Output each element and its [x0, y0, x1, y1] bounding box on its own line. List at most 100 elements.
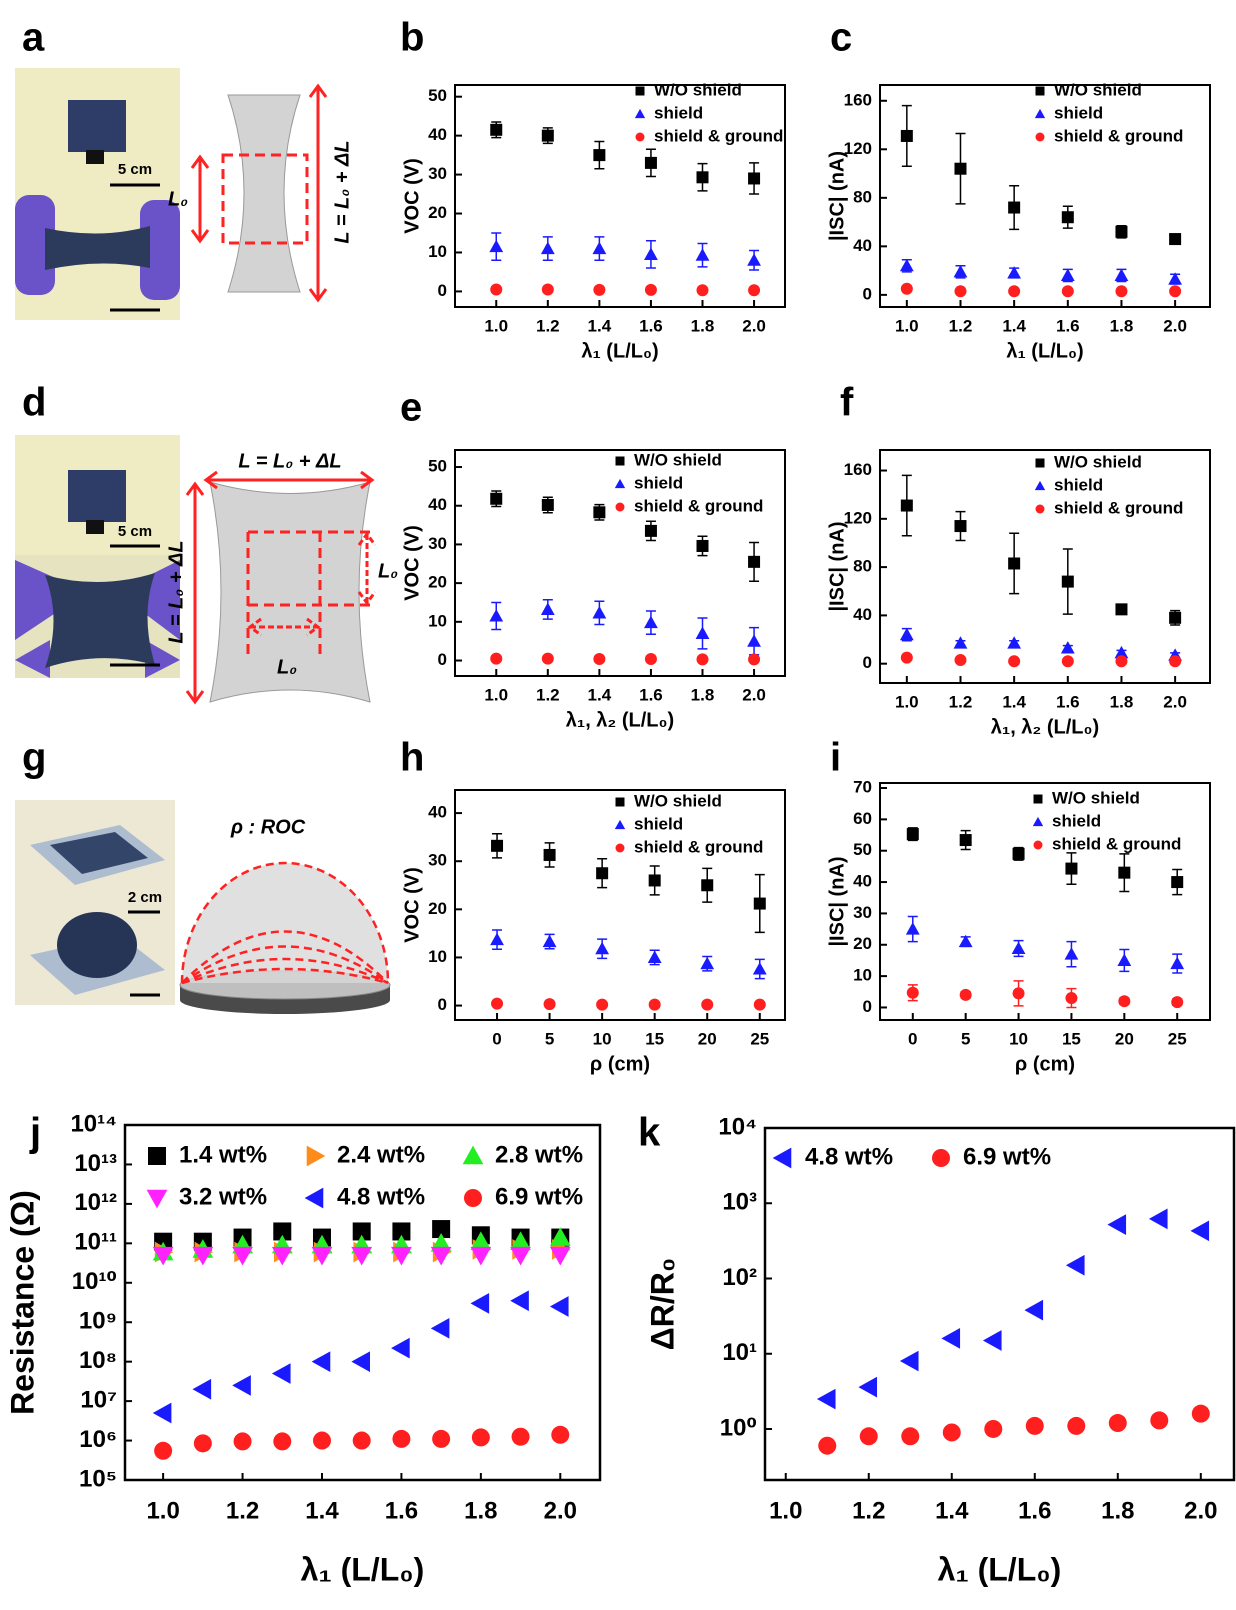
x-tick-label: 1.8 — [1110, 692, 1134, 711]
marker — [510, 1290, 529, 1311]
y-tick-label: 30 — [853, 903, 872, 922]
legend-marker — [147, 1190, 168, 1209]
marker — [1169, 612, 1181, 624]
y-axis-label: VOC (V) — [401, 867, 423, 943]
y-tick-label: 10 — [428, 611, 447, 630]
arrow — [310, 86, 326, 300]
x-axis-label: λ₁, λ₂ (L/L₀) — [566, 709, 674, 731]
marker — [900, 1351, 919, 1372]
legend-label: shield — [1054, 475, 1103, 494]
x-tick-label: 20 — [1115, 1029, 1134, 1048]
diagram-shape — [228, 95, 300, 292]
legend-marker — [1034, 841, 1043, 850]
marker — [543, 935, 557, 947]
legend-label: 2.4 wt% — [337, 1141, 425, 1168]
marker — [593, 506, 605, 518]
marker — [700, 957, 714, 969]
marker — [1115, 269, 1129, 281]
marker — [1013, 987, 1025, 999]
y-tick-label: 40 — [853, 605, 872, 624]
marker — [194, 1434, 212, 1452]
sample — [68, 470, 126, 522]
marker — [954, 163, 966, 175]
legend-label: shield & ground — [1052, 834, 1181, 853]
marker — [272, 1363, 291, 1384]
marker — [1115, 655, 1127, 667]
y-axis-label: |ISC| (nA) — [826, 856, 848, 946]
legend-label: 4.8 wt% — [805, 1143, 893, 1170]
marker — [232, 1375, 251, 1396]
marker — [696, 627, 710, 639]
x-tick-label: 1.8 — [691, 685, 715, 704]
marker — [1115, 285, 1127, 297]
marker — [550, 1296, 569, 1317]
marker — [954, 265, 968, 277]
diagram-label: L = L₀ + ΔL — [331, 140, 353, 243]
x-tick-label: 5 — [545, 1029, 554, 1048]
marker — [1012, 942, 1026, 954]
marker — [596, 999, 608, 1011]
legend-marker — [1036, 133, 1045, 142]
marker — [471, 1293, 490, 1314]
panel-label: b — [400, 16, 424, 60]
marker — [1062, 285, 1074, 297]
x-tick-label: 1.6 — [639, 316, 663, 335]
legend-marker — [615, 479, 625, 488]
x-tick-label: 1.4 — [1002, 692, 1026, 711]
x-tick-label: 1.4 — [305, 1497, 339, 1524]
panel-label: a — [22, 16, 45, 60]
y-tick-label: 10⁸ — [79, 1347, 117, 1374]
marker — [1171, 996, 1183, 1008]
panel-label: j — [29, 1111, 41, 1155]
marker — [747, 253, 761, 265]
legend-label: 6.9 wt% — [963, 1143, 1051, 1170]
legend-label: shield & ground — [654, 126, 783, 145]
y-axis-label: Resistance (Ω) — [4, 1190, 40, 1415]
x-tick-label: 1.4 — [588, 316, 612, 335]
diagram-label: L₀ — [277, 656, 297, 678]
y-tick-label: 0 — [863, 653, 872, 672]
y-tick-label: 10³ — [722, 1189, 757, 1216]
marker — [592, 242, 606, 254]
y-tick-label: 30 — [428, 164, 447, 183]
marker — [593, 149, 605, 161]
marker — [542, 653, 554, 665]
marker — [645, 157, 657, 169]
marker — [907, 828, 919, 840]
y-axis-label: |ISC| (nA) — [826, 151, 848, 241]
legend-marker — [636, 133, 645, 142]
y-tick-label: 20 — [428, 573, 447, 592]
marker — [1007, 636, 1021, 648]
marker — [1008, 557, 1020, 569]
diagram-label: L = L₀ + ΔL — [238, 450, 341, 472]
y-tick-label: 50 — [428, 86, 447, 105]
legend-label: 4.8 wt% — [337, 1183, 425, 1210]
legend-marker — [1034, 795, 1043, 804]
y-axis-label: VOC (V) — [401, 525, 423, 601]
marker — [817, 1389, 836, 1410]
y-tick-label: 10¹⁴ — [70, 1110, 117, 1137]
marker — [1107, 1214, 1126, 1235]
marker — [954, 636, 968, 648]
y-tick-label: 20 — [853, 934, 872, 953]
marker — [748, 653, 760, 665]
marker — [648, 951, 662, 963]
y-tick-label: 160 — [844, 90, 872, 109]
marker — [954, 520, 966, 532]
marker — [645, 284, 657, 296]
panel-label: h — [400, 736, 424, 780]
marker — [490, 933, 504, 945]
marker — [592, 606, 606, 618]
legend-label: 2.8 wt% — [495, 1141, 583, 1168]
marker — [551, 1426, 569, 1444]
marker — [1169, 655, 1181, 667]
marker — [192, 1379, 211, 1400]
marker — [900, 628, 914, 640]
marker — [595, 942, 609, 954]
marker — [649, 999, 661, 1011]
legend-marker — [1035, 481, 1045, 490]
marker — [1062, 576, 1074, 588]
x-tick-label: 1.6 — [639, 685, 663, 704]
y-tick-label: 10¹³ — [74, 1150, 117, 1177]
x-tick-label: 1.8 — [464, 1497, 497, 1524]
